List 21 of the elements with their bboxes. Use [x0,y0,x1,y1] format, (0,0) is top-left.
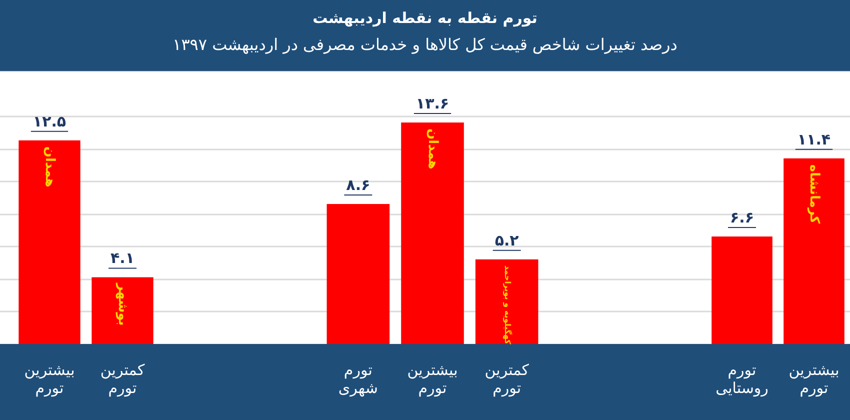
x-tick-label: کمترین تورم [484,360,530,397]
x-tick-label: بیشترین تورم [24,360,75,397]
annotation: کرمانشاه [806,164,822,224]
data-label: ۸.۶ [346,176,370,194]
x-tick-label: بیشترین تورم [788,360,840,397]
x-tick-label: تورم شهری [338,360,378,397]
text: تورم نقطه به نقطه اردیبهشت [312,8,538,27]
data-label: ۱۱.۴ [797,130,831,148]
annotation: کهگیلویه و بویراحمد [502,265,513,345]
x-tick-label: بیشترین تورم [407,360,458,397]
annotation: همدان [42,146,58,188]
x-tick-label: کمترین تورم [100,360,146,397]
data-label: ۴.۱ [110,249,135,268]
data-label: ۵.۲ [494,231,519,250]
data-label: ۱۳.۶ [416,94,450,113]
annotation: همدان [425,128,440,170]
x-tick-label: تورم روستایی [716,360,768,397]
annotation: بوشهر [115,282,130,326]
data-label: ۱۲.۵ [32,112,66,130]
text: درصد تغییرات شاخص قیمت کل کالاها و خدمات مصرفی در اردیبهشت ۱۳۹۷ [172,34,678,54]
data-label: ۶.۶ [730,208,754,227]
